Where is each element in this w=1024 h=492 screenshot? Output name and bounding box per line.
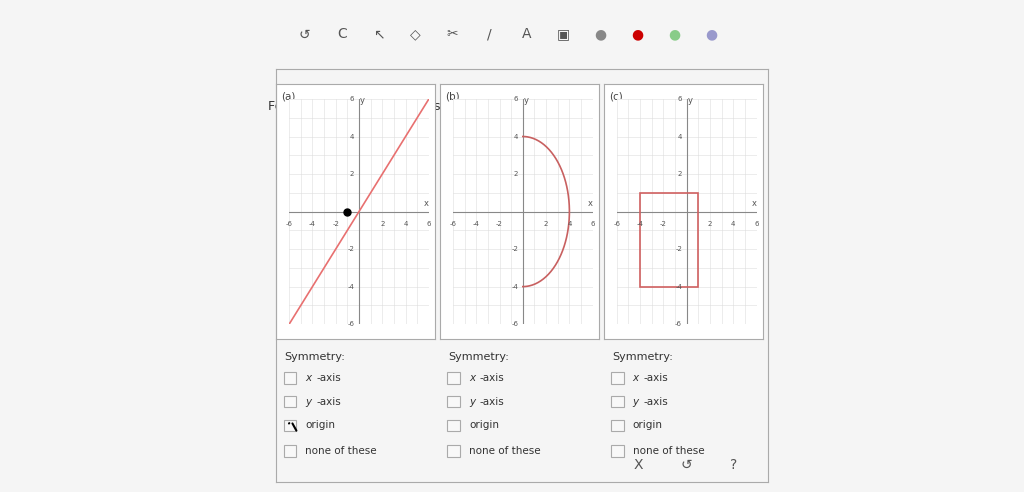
- FancyBboxPatch shape: [284, 372, 296, 384]
- Text: 6: 6: [514, 96, 518, 102]
- FancyBboxPatch shape: [284, 396, 296, 407]
- Text: For each: For each: [268, 100, 327, 113]
- Text: origin: origin: [633, 421, 663, 430]
- Text: -6: -6: [613, 221, 621, 227]
- Text: ↖: ↖: [373, 28, 384, 41]
- Text: -4: -4: [309, 221, 315, 227]
- Text: -6: -6: [450, 221, 457, 227]
- Text: ↺: ↺: [299, 28, 310, 41]
- Text: /: /: [487, 28, 492, 41]
- Text: symmetries that apply.: symmetries that apply.: [430, 100, 578, 113]
- Text: x: x: [424, 199, 429, 208]
- Text: Symmetry:: Symmetry:: [285, 352, 345, 363]
- FancyBboxPatch shape: [611, 372, 624, 384]
- Text: x: x: [588, 199, 593, 208]
- Text: -4: -4: [473, 221, 479, 227]
- Text: none of these: none of these: [469, 446, 541, 456]
- Text: -2: -2: [660, 221, 667, 227]
- Text: -6: -6: [286, 221, 293, 227]
- Text: 4: 4: [403, 221, 408, 227]
- Text: -6: -6: [675, 321, 682, 327]
- Text: x: x: [752, 199, 757, 208]
- Text: -axis: -axis: [316, 372, 341, 383]
- Text: -axis: -axis: [316, 397, 341, 406]
- Text: -axis: -axis: [480, 397, 505, 406]
- Text: -2: -2: [511, 246, 518, 252]
- Text: -2: -2: [497, 221, 503, 227]
- Text: -4: -4: [637, 221, 643, 227]
- Text: 2: 2: [350, 171, 354, 177]
- Text: 4: 4: [350, 133, 354, 140]
- Text: -axis: -axis: [644, 397, 669, 406]
- FancyBboxPatch shape: [611, 445, 624, 457]
- FancyBboxPatch shape: [611, 420, 624, 431]
- FancyBboxPatch shape: [284, 420, 296, 431]
- Text: Symmetry:: Symmetry:: [449, 352, 509, 363]
- Text: origin: origin: [469, 421, 499, 430]
- Text: Symmetry:: Symmetry:: [612, 352, 673, 363]
- Bar: [640, 193, 698, 287]
- Text: 4: 4: [678, 133, 682, 140]
- FancyBboxPatch shape: [284, 445, 296, 457]
- FancyBboxPatch shape: [447, 372, 460, 384]
- Text: none of these: none of these: [633, 446, 705, 456]
- Text: -2: -2: [675, 246, 682, 252]
- Text: (b): (b): [445, 92, 460, 101]
- Text: 2: 2: [544, 221, 548, 227]
- Text: 4: 4: [567, 221, 571, 227]
- Text: x: x: [633, 372, 639, 383]
- Text: ↺: ↺: [680, 458, 692, 472]
- Text: y: y: [688, 96, 692, 105]
- Text: ●: ●: [706, 28, 717, 41]
- Text: 6: 6: [678, 96, 682, 102]
- Text: 4: 4: [514, 133, 518, 140]
- Text: ?: ?: [730, 458, 737, 472]
- Text: x: x: [305, 372, 311, 383]
- FancyBboxPatch shape: [447, 445, 460, 457]
- Text: 2: 2: [380, 221, 384, 227]
- Text: , select: , select: [366, 100, 415, 113]
- Text: y: y: [524, 96, 528, 105]
- Text: X: X: [634, 458, 643, 472]
- Text: x: x: [469, 372, 475, 383]
- Text: -6: -6: [347, 321, 354, 327]
- Text: ◇: ◇: [411, 28, 421, 41]
- Text: (c): (c): [609, 92, 623, 101]
- Text: graph: graph: [334, 100, 371, 113]
- Text: -6: -6: [511, 321, 518, 327]
- Text: -2: -2: [347, 246, 354, 252]
- FancyBboxPatch shape: [447, 396, 460, 407]
- Text: 2: 2: [708, 221, 712, 227]
- Text: 6: 6: [591, 221, 595, 227]
- Text: none of these: none of these: [305, 446, 377, 456]
- Text: y: y: [469, 397, 475, 406]
- Text: 6: 6: [755, 221, 759, 227]
- Text: all: all: [413, 100, 427, 113]
- Text: -4: -4: [511, 283, 518, 290]
- Text: 4: 4: [731, 221, 735, 227]
- Text: ●: ●: [594, 28, 606, 41]
- Text: 2: 2: [678, 171, 682, 177]
- Text: (a): (a): [282, 92, 296, 101]
- Text: 2: 2: [514, 171, 518, 177]
- Text: origin: origin: [305, 421, 335, 430]
- Text: ▣: ▣: [557, 28, 570, 41]
- Text: 6: 6: [427, 221, 431, 227]
- FancyBboxPatch shape: [611, 396, 624, 407]
- Text: 6: 6: [350, 96, 354, 102]
- Text: C: C: [337, 28, 346, 41]
- Text: -axis: -axis: [480, 372, 505, 383]
- Text: -axis: -axis: [644, 372, 669, 383]
- FancyBboxPatch shape: [447, 420, 460, 431]
- Text: -4: -4: [675, 283, 682, 290]
- Text: ●: ●: [668, 28, 680, 41]
- Text: y: y: [305, 397, 311, 406]
- Text: -2: -2: [333, 221, 339, 227]
- Text: y: y: [360, 96, 365, 105]
- Text: ●: ●: [631, 28, 643, 41]
- Text: -4: -4: [347, 283, 354, 290]
- Text: y: y: [633, 397, 639, 406]
- Text: A: A: [521, 28, 531, 41]
- Text: ✂: ✂: [446, 28, 459, 41]
